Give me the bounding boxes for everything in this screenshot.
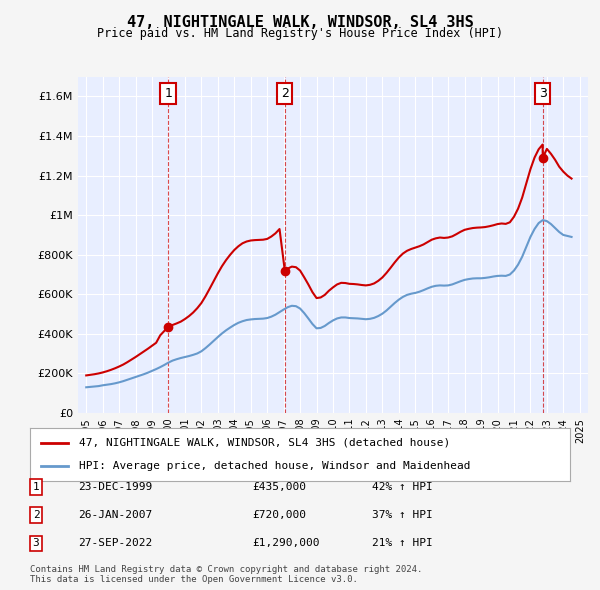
- Text: HPI: Average price, detached house, Windsor and Maidenhead: HPI: Average price, detached house, Wind…: [79, 461, 470, 471]
- Text: 37% ↑ HPI: 37% ↑ HPI: [372, 510, 433, 520]
- Text: 2: 2: [281, 87, 289, 100]
- Text: Contains HM Land Registry data © Crown copyright and database right 2024.
This d: Contains HM Land Registry data © Crown c…: [30, 565, 422, 584]
- Text: £1,290,000: £1,290,000: [252, 539, 320, 548]
- Text: 47, NIGHTINGALE WALK, WINDSOR, SL4 3HS: 47, NIGHTINGALE WALK, WINDSOR, SL4 3HS: [127, 15, 473, 30]
- Text: 47, NIGHTINGALE WALK, WINDSOR, SL4 3HS (detached house): 47, NIGHTINGALE WALK, WINDSOR, SL4 3HS (…: [79, 438, 450, 448]
- Text: £435,000: £435,000: [252, 482, 306, 491]
- Text: 27-SEP-2022: 27-SEP-2022: [78, 539, 152, 548]
- Text: 3: 3: [539, 87, 547, 100]
- Text: 26-JAN-2007: 26-JAN-2007: [78, 510, 152, 520]
- Text: 1: 1: [32, 482, 40, 491]
- Text: 23-DEC-1999: 23-DEC-1999: [78, 482, 152, 491]
- Text: 21% ↑ HPI: 21% ↑ HPI: [372, 539, 433, 548]
- Text: 3: 3: [32, 539, 40, 548]
- Text: 2: 2: [32, 510, 40, 520]
- Text: 42% ↑ HPI: 42% ↑ HPI: [372, 482, 433, 491]
- Text: Price paid vs. HM Land Registry's House Price Index (HPI): Price paid vs. HM Land Registry's House …: [97, 27, 503, 40]
- Text: £720,000: £720,000: [252, 510, 306, 520]
- Text: 1: 1: [164, 87, 172, 100]
